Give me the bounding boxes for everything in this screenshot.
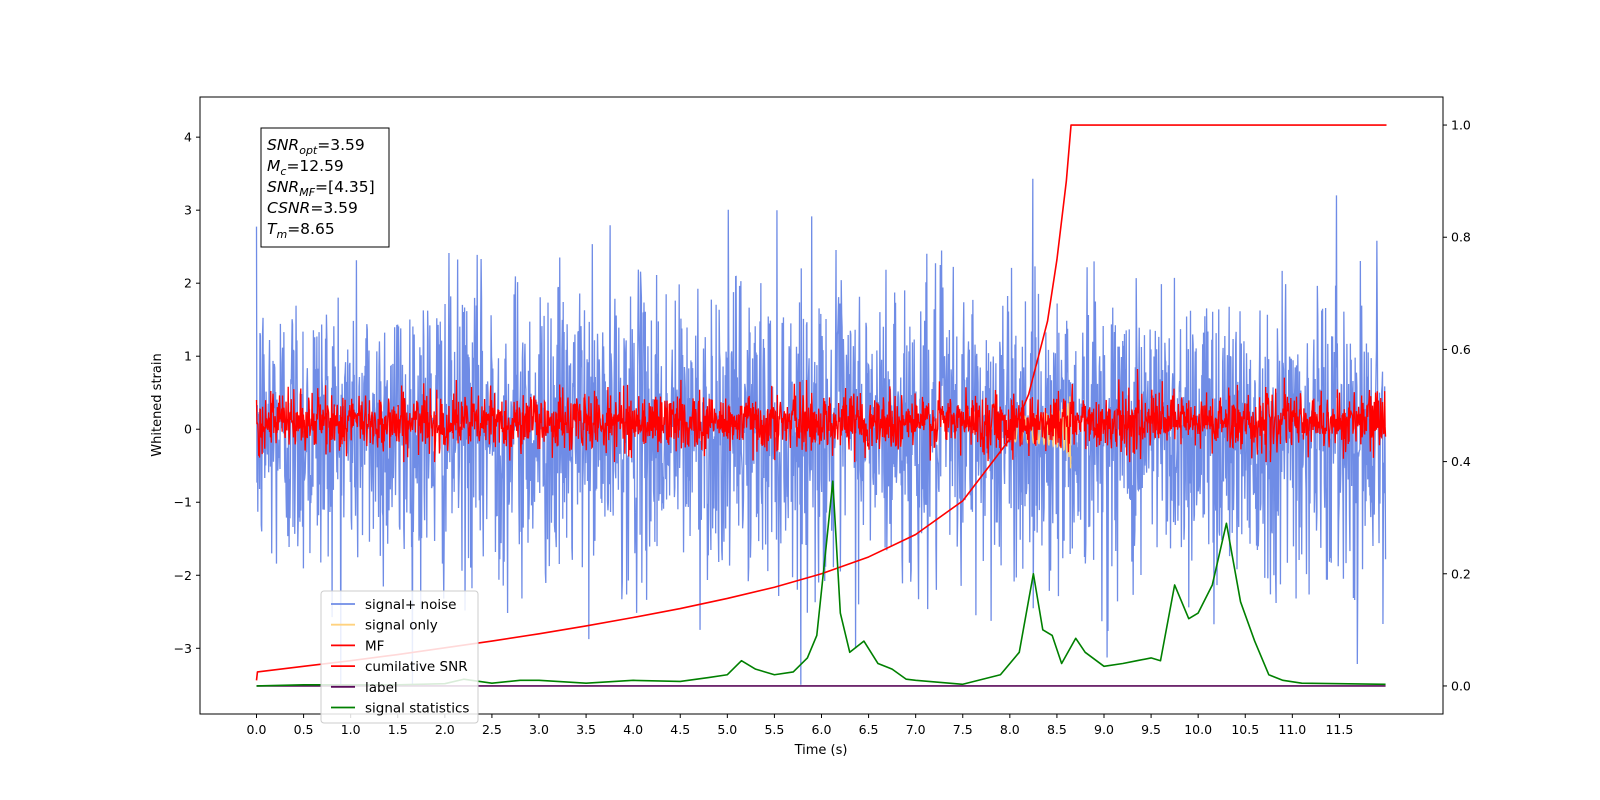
x-tick-label: 11.0 (1278, 722, 1306, 737)
annotation-box: SNRopt=3.59Mc=12.59SNRMF=[4.35]CSNR=3.59… (260, 127, 390, 248)
y2-tick-label: 0.6 (1451, 342, 1471, 357)
legend-label: MF (365, 638, 384, 654)
right-axis: 0.0 0.2 0.4 0.6 0.8 1.0 (1443, 118, 1471, 693)
x-tick-label: 7.5 (953, 722, 973, 737)
x-tick-label: 7.0 (906, 722, 926, 737)
annotation-line: Tm=8.65 (267, 220, 335, 241)
legend-label: cumilative SNR (365, 659, 468, 675)
y-tick-label: 4 (184, 130, 192, 145)
y-tick-label: 1 (184, 349, 192, 364)
x-tick-label: 1.5 (388, 722, 408, 737)
x-tick-label: 11.5 (1325, 722, 1353, 737)
y-tick-label: −3 (174, 641, 192, 656)
y-axis-label: Whitened strain (150, 353, 165, 456)
annotation-line: SNRMF=[4.35] (267, 178, 375, 199)
x-tick-label: 6.0 (812, 722, 832, 737)
x-tick-label: 0.0 (247, 722, 267, 737)
legend-label: label (365, 680, 398, 696)
x-tick-label: 4.0 (623, 722, 643, 737)
annotation-line: CSNR=3.59 (267, 199, 358, 217)
x-tick-label: 1.0 (341, 722, 361, 737)
x-tick-label: 6.5 (859, 722, 879, 737)
mf-line (255, 369, 1387, 463)
y-tick-label: −1 (174, 495, 192, 510)
x-tick-label: 10.0 (1184, 722, 1212, 737)
y2-tick-label: 1.0 (1451, 118, 1471, 133)
x-tick-label: 8.0 (1000, 722, 1020, 737)
x-tick-label: 10.5 (1231, 722, 1259, 737)
y2-tick-label: 0.8 (1451, 230, 1471, 245)
left-axis: −3 −2 −1 0 1 2 3 4 (174, 130, 200, 656)
y-tick-label: 3 (184, 203, 192, 218)
y-tick-label: −2 (174, 568, 192, 583)
legend-frame (320, 590, 479, 724)
annotation-line: Mc=12.59 (267, 157, 344, 178)
legend: signal+ noise signal only MF cumilative SNR… (320, 590, 479, 724)
x-tick-label: 8.5 (1047, 722, 1067, 737)
x-tick-label: 5.5 (764, 722, 784, 737)
x-tick-label: 3.5 (576, 722, 596, 737)
signal-statistics-line (256, 480, 1386, 687)
x-axis-label: Time (s) (794, 743, 848, 758)
x-tick-label: 4.5 (670, 722, 690, 737)
annotation-frame (260, 127, 390, 248)
x-axis: 0.0 0.5 1.0 1.5 2.0 2.5 3.0 3.5 4.0 4.5 5.0 5.5 6.0 6… (247, 714, 1353, 737)
y-tick-label: 2 (184, 276, 192, 291)
x-tick-label: 9.0 (1094, 722, 1114, 737)
legend-label: signal+ noise (365, 597, 456, 613)
legend-label: signal only (365, 618, 438, 634)
y2-tick-label: 0.0 (1451, 678, 1471, 693)
x-tick-label: 0.5 (294, 722, 314, 737)
x-tick-label: 2.5 (482, 722, 502, 737)
y2-tick-label: 0.2 (1451, 566, 1471, 581)
annotation-line: SNRopt=3.59 (267, 136, 365, 157)
legend-label: signal statistics (365, 701, 469, 717)
x-tick-label: 5.0 (717, 722, 737, 737)
x-tick-label: 2.0 (435, 722, 455, 737)
y2-tick-label: 0.4 (1451, 454, 1471, 469)
x-tick-label: 3.0 (529, 722, 549, 737)
y-tick-label: 0 (184, 422, 192, 437)
x-tick-label: 9.5 (1141, 722, 1161, 737)
